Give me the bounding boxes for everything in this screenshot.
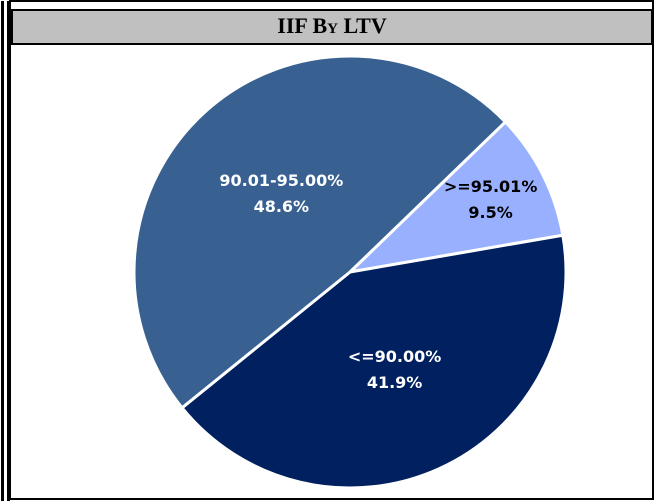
slice-value-label: 41.9% <box>367 373 423 392</box>
left-border-inner <box>7 1 10 501</box>
slice-category-label: 90.01-95.00% <box>219 171 343 190</box>
slice-category-label: <=90.00% <box>348 347 441 366</box>
chart-title: IIF By LTV <box>277 13 387 38</box>
slice-value-label: 48.6% <box>254 197 310 216</box>
pie-slice <box>132 54 508 410</box>
slice-category-label: >=95.01% <box>444 177 537 196</box>
slice-value-label: 9.5% <box>468 203 512 222</box>
frame <box>9 0 654 500</box>
pie-slice <box>345 119 565 275</box>
pie-slice <box>179 233 568 490</box>
title-bar <box>11 9 653 45</box>
left-border-outer <box>1 1 4 501</box>
